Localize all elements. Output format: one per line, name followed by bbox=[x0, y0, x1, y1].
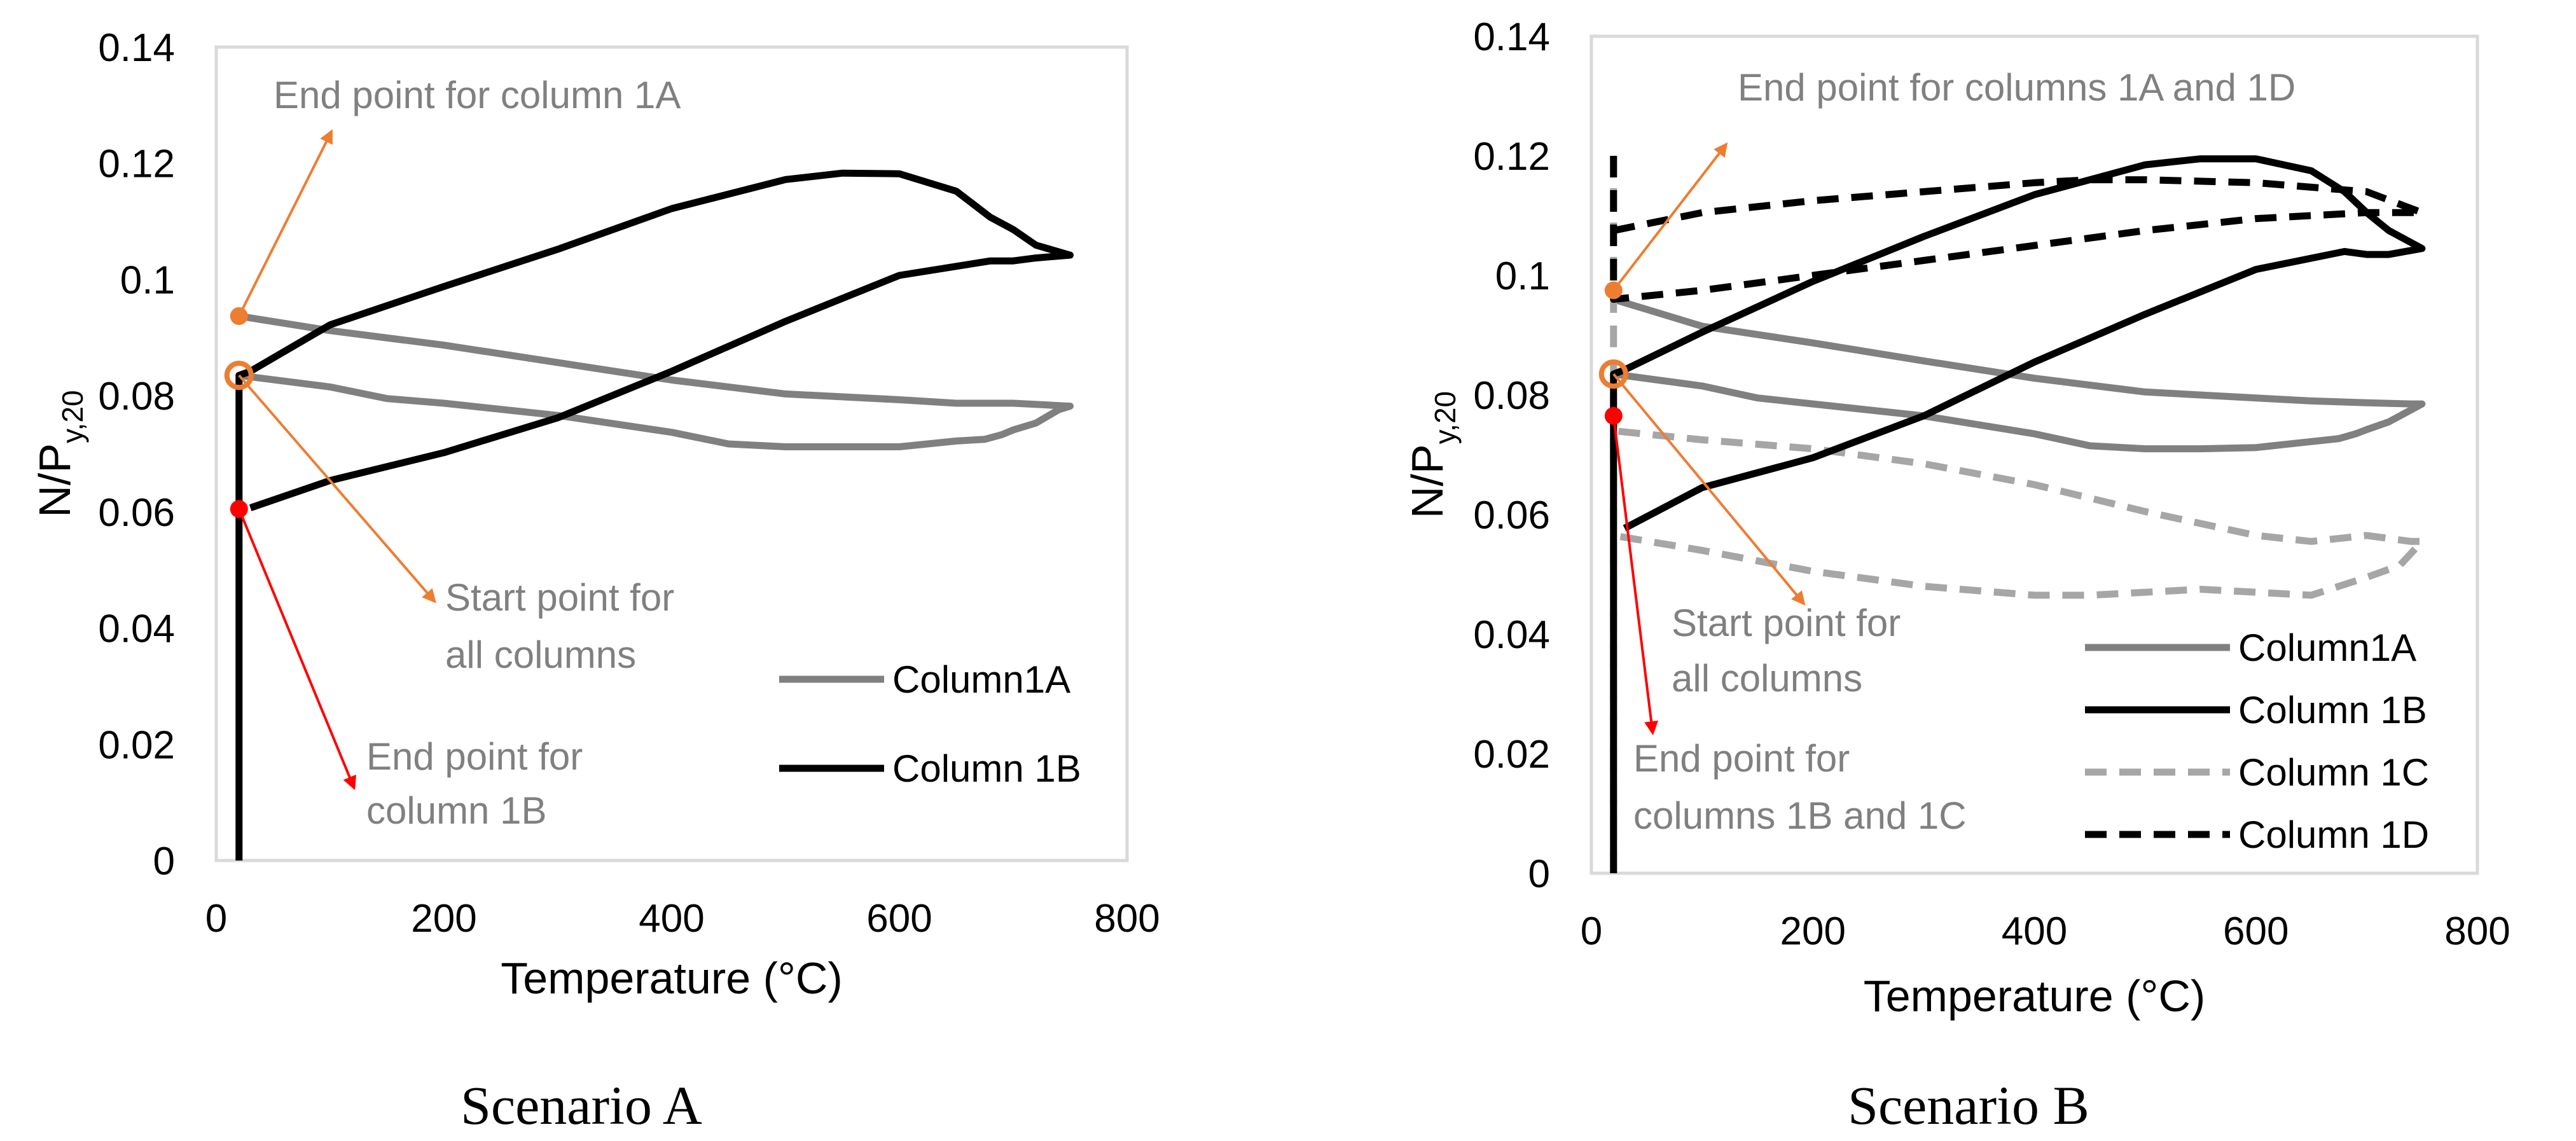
series-line-column1a bbox=[1612, 296, 2426, 453]
series-line-column-1c bbox=[1610, 412, 2426, 873]
y-tick-label: 0.12 bbox=[98, 142, 175, 186]
annotation-arrow-orange bbox=[238, 374, 436, 604]
x-axis-title: Temperature (°C) bbox=[1864, 971, 2206, 1021]
plot-frame bbox=[1589, 34, 2479, 875]
y-tick-label: 0.06 bbox=[1473, 494, 1550, 537]
x-axis-title: Temperature (°C) bbox=[501, 953, 843, 1003]
y-tick-label: 0.08 bbox=[98, 375, 175, 418]
y-tick-label: 0.02 bbox=[98, 723, 175, 767]
annotation-text: column 1B bbox=[366, 789, 546, 832]
end-point-marker bbox=[230, 500, 248, 518]
y-tick-label: 0.08 bbox=[1473, 374, 1550, 418]
x-tick-label: 800 bbox=[1094, 897, 1160, 941]
legend-label: Column 1C bbox=[2238, 751, 2429, 794]
annotation-text: columns 1B and 1C bbox=[1633, 794, 1967, 837]
start-point-marker bbox=[224, 361, 254, 391]
y-tick-label: 0.02 bbox=[1473, 733, 1550, 777]
y-axis-title: N/Py,20 bbox=[30, 390, 89, 517]
caption-scenario-a: Scenario A bbox=[460, 1075, 702, 1136]
end-point-marker bbox=[230, 307, 248, 325]
annotation-text: all columns bbox=[445, 633, 636, 676]
y-tick-label: 0.04 bbox=[98, 607, 175, 651]
annotation-text: End point for columns 1A and 1D bbox=[1738, 66, 2296, 109]
x-tick-label: 0 bbox=[1581, 909, 1602, 953]
x-tick-label: 600 bbox=[866, 897, 932, 941]
y-tick-label: 0.06 bbox=[98, 491, 175, 535]
legend-label: Column 1B bbox=[2238, 689, 2427, 731]
y-tick-label: 0.1 bbox=[1495, 254, 1550, 298]
annotation-arrow-orange bbox=[1612, 373, 1806, 606]
y-tick-label: 0.1 bbox=[120, 258, 175, 302]
y-tick-label: 0 bbox=[153, 840, 175, 883]
legend-label: Column 1D bbox=[2238, 813, 2429, 856]
x-tick-label: 200 bbox=[411, 897, 476, 941]
annotation-text: End point for bbox=[366, 735, 583, 778]
y-tick-label: 0.12 bbox=[1473, 135, 1550, 179]
y-tick-label: 0.04 bbox=[1473, 613, 1550, 657]
plot-frame bbox=[214, 45, 1129, 862]
caption-scenario-b: Scenario B bbox=[1848, 1075, 2089, 1136]
annotation-arrow-red bbox=[237, 508, 356, 791]
y-axis-title: N/Py,20 bbox=[1402, 391, 1462, 518]
annotation-arrow-orange bbox=[238, 129, 333, 317]
start-point-marker bbox=[1598, 359, 1628, 389]
x-tick-label: 200 bbox=[1780, 909, 1846, 953]
x-tick-label: 0 bbox=[205, 897, 227, 941]
chart-panel-b: 0 0.02 0.04 0.06 0.08 0.1 0.12 0.14 0 200 400 600 80… bbox=[1402, 15, 2510, 1021]
x-tick-label: 600 bbox=[2223, 909, 2289, 953]
x-tick-label: 400 bbox=[2002, 909, 2067, 953]
legend-label: Column1A bbox=[892, 658, 1070, 701]
y-tick-label: 0.14 bbox=[98, 26, 175, 70]
annotation-text: all columns bbox=[1672, 657, 1862, 700]
legend-label: Column1A bbox=[2238, 626, 2416, 669]
annotation-text: End point for column 1A bbox=[274, 74, 681, 116]
legend-label: Column 1B bbox=[892, 747, 1081, 790]
annotation-arrow-orange bbox=[1612, 142, 1728, 291]
y-tick-label: 0 bbox=[1528, 852, 1550, 896]
end-point-marker bbox=[1604, 406, 1623, 425]
series-line-column-1b bbox=[235, 169, 1074, 861]
annotation-text: End point for bbox=[1633, 737, 1850, 780]
series-line-column1a bbox=[238, 312, 1074, 450]
x-tick-label: 800 bbox=[2444, 909, 2510, 953]
y-tick-label: 0.14 bbox=[1473, 15, 1550, 59]
series-line-column-1d bbox=[1610, 156, 2426, 303]
annotation-text: Start point for bbox=[1672, 602, 1901, 644]
x-tick-label: 400 bbox=[639, 897, 704, 941]
chart-panel-a: 0 0.02 0.04 0.06 0.08 0.1 0.12 0.14 0 200 400 600 80… bbox=[30, 26, 1160, 1003]
end-point-marker bbox=[1604, 281, 1623, 300]
annotation-arrow-red bbox=[1612, 415, 1659, 736]
annotation-text: Start point for bbox=[445, 576, 674, 619]
series-line-column-1b bbox=[1610, 155, 2426, 873]
